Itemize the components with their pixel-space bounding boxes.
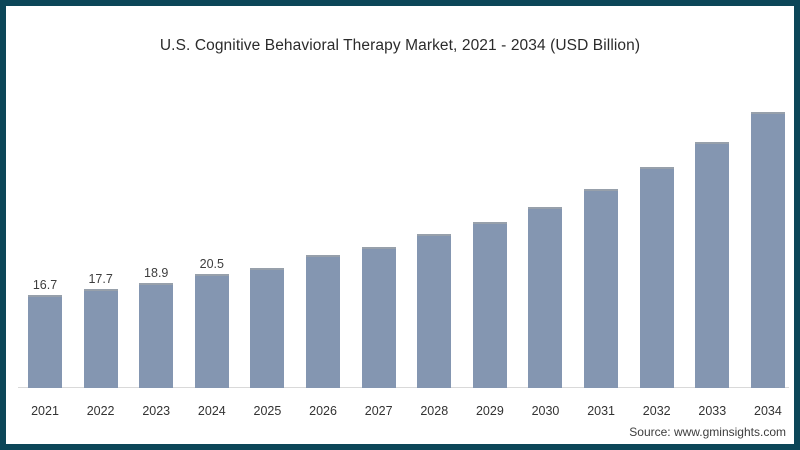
bar-2022: [83, 289, 118, 388]
x-axis-tick-2025: 2025: [253, 404, 282, 418]
bar-column-2029: [472, 222, 507, 388]
bar-2032: [639, 166, 674, 388]
bar-value-label-2021: 16.7: [32, 278, 58, 292]
bar-2031: [584, 189, 619, 388]
bar-2033: [695, 141, 730, 388]
x-axis-tick-2024: 2024: [197, 404, 226, 418]
bar-column-2027: [361, 247, 396, 388]
x-axis-tick-2029: 2029: [475, 404, 504, 418]
bar-value-label-2023: 18.9: [144, 265, 169, 280]
bar-column-2025: [250, 268, 285, 388]
x-axis-tick-2026: 2026: [309, 404, 337, 418]
bar-2027: [361, 247, 396, 388]
bar-column-2021: 16.7: [28, 278, 62, 388]
x-axis-tick-2027: 2027: [364, 404, 393, 418]
x-axis-tick-2034: 2034: [754, 404, 782, 418]
bar-2029: [472, 222, 507, 388]
bar-2023: [139, 282, 174, 388]
x-axis-tick-2033: 2033: [698, 404, 727, 418]
bar-column-2024: 20.5: [194, 256, 229, 388]
x-axis-labels: 2021 2022 2023 2024 2025 2026 2027 2028 2029 2030…: [28, 404, 785, 418]
source-attribution: Source: www.gminsights.com: [629, 425, 786, 439]
x-axis-tick-2022: 2022: [86, 404, 115, 418]
bar-column-2028: [417, 234, 452, 388]
bar-column-2030: [528, 207, 563, 388]
x-axis-tick-2028: 2028: [420, 404, 449, 418]
bar-column-2032: [639, 166, 674, 388]
bar-value-label-2024: 20.5: [199, 256, 224, 271]
x-axis-tick-2031: 2031: [587, 404, 615, 418]
bar-2030: [528, 207, 563, 388]
bar-column-2023: 18.9: [139, 265, 174, 388]
x-axis-tick-2023: 2023: [142, 404, 171, 418]
bar-2028: [417, 234, 452, 388]
bar-2024: [194, 273, 229, 388]
bar-2021: [28, 295, 62, 388]
x-axis-line: [18, 387, 789, 388]
bar-column-2031: [584, 189, 619, 388]
bar-column-2022: 17.7: [83, 272, 118, 388]
bar-2034: [750, 111, 785, 388]
x-axis-tick-2021: 2021: [31, 404, 59, 418]
bar-column-2026: [306, 254, 341, 388]
bar-column-2034: [750, 111, 785, 388]
plot-area: 16.7 17.7 18.9 20.5: [28, 68, 785, 388]
bar-2026: [306, 254, 341, 388]
chart-title: U.S. Cognitive Behavioral Therapy Market…: [159, 37, 641, 54]
bar-column-2033: [695, 141, 730, 388]
x-axis-tick-2030: 2030: [531, 404, 560, 418]
bar-2025: [250, 268, 285, 388]
x-axis-tick-2032: 2032: [642, 404, 671, 418]
bar-value-label-2022: 17.7: [88, 272, 113, 287]
